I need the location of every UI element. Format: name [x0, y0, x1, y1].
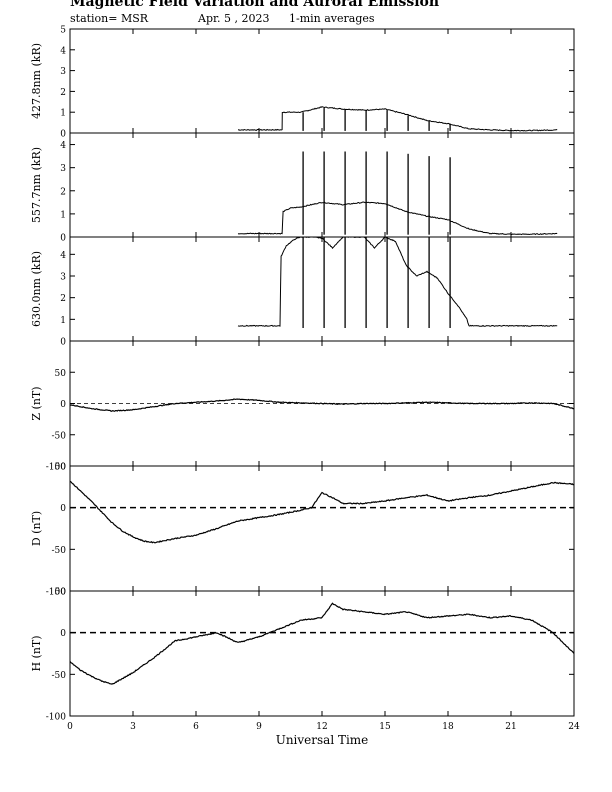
x-tick-label: 0 [67, 722, 73, 732]
y-tick-label: 4 [60, 141, 66, 151]
panel-frame [69, 28, 575, 134]
y-tick-label: 0 [60, 504, 66, 514]
y-tick-label: 50 [55, 588, 67, 598]
y-tick-label: 2 [60, 88, 66, 98]
y-tick-label: 0 [60, 400, 66, 410]
data-series [237, 201, 558, 236]
y-tick-label: 4 [60, 46, 66, 56]
x-tick-label: 3 [130, 722, 136, 732]
panel-5: -100 -50 0 50 D (nT) [30, 463, 575, 598]
chart-title: Magnetic Field Variation and Auroral Emi… [70, 0, 440, 10]
panel-4: -100 -50 0 50 Z (nT) [30, 340, 575, 473]
date-label: Apr. 5 , 2023 [198, 12, 270, 25]
y-tick-label: -100 [46, 588, 66, 598]
panel-frame [69, 590, 575, 717]
y-tick-label: 5 [60, 26, 66, 36]
x-tick-label: 6 [193, 722, 199, 732]
y-tick-label: 1 [60, 109, 66, 119]
y-axis-label: H (nT) [30, 635, 43, 671]
x-tick-label: 18 [442, 722, 454, 732]
x-tick-label: 24 [568, 722, 580, 732]
y-tick-label: 4 [60, 251, 66, 261]
panel-frame [69, 465, 575, 592]
panel-2: 0 1 2 3 4 557.7nm (kR) [30, 132, 575, 244]
y-tick-label: 50 [55, 463, 67, 473]
y-axis-label: 630.0nm (kR) [30, 251, 43, 327]
y-tick-label: 3 [60, 164, 66, 174]
data-series [69, 480, 575, 544]
x-tick-label: 9 [256, 722, 262, 732]
y-tick-label: -100 [46, 463, 66, 473]
x-axis-label: Universal Time [276, 733, 369, 747]
y-tick-label: 0 [60, 629, 66, 639]
panel-1: 0 1 2 3 4 5 427.8nm (kR) [30, 26, 575, 140]
averaging-label: 1-min averages [289, 12, 375, 25]
y-tick-label: 3 [60, 67, 66, 77]
y-tick-label: 2 [60, 187, 66, 197]
station-label: station= MSR [70, 12, 149, 25]
x-tick-label: 15 [379, 722, 391, 732]
y-tick-label: 2 [60, 294, 66, 304]
y-tick-label: 0 [60, 130, 66, 140]
y-tick-label: 0 [60, 338, 66, 348]
data-series [237, 106, 558, 132]
y-axis-label: 427.8nm (kR) [30, 43, 43, 119]
x-tick-label: 21 [505, 722, 516, 732]
y-tick-label: -100 [46, 713, 66, 723]
panel-frame [69, 132, 575, 238]
y-tick-label: 1 [60, 210, 66, 220]
y-axis-label: Z (nT) [30, 386, 43, 420]
panel-6: -100 -50 0 50 H (nT) [30, 588, 575, 723]
data-series [69, 602, 575, 685]
data-series [69, 398, 575, 412]
y-tick-label: 3 [60, 273, 66, 283]
y-tick-label: -50 [52, 671, 67, 681]
y-tick-label: -50 [52, 431, 67, 441]
x-tick-label: 12 [316, 722, 327, 732]
y-tick-label: 50 [55, 369, 67, 379]
y-tick-label: 0 [60, 234, 66, 244]
panel-3: 0 1 2 3 4 630.0nm (kR) [30, 236, 575, 348]
y-axis-label: 557.7nm (kR) [30, 147, 43, 223]
y-tick-label: -50 [52, 546, 67, 556]
data-series [237, 236, 558, 327]
y-tick-label: 1 [60, 316, 66, 326]
y-axis-label: D (nT) [30, 511, 43, 546]
